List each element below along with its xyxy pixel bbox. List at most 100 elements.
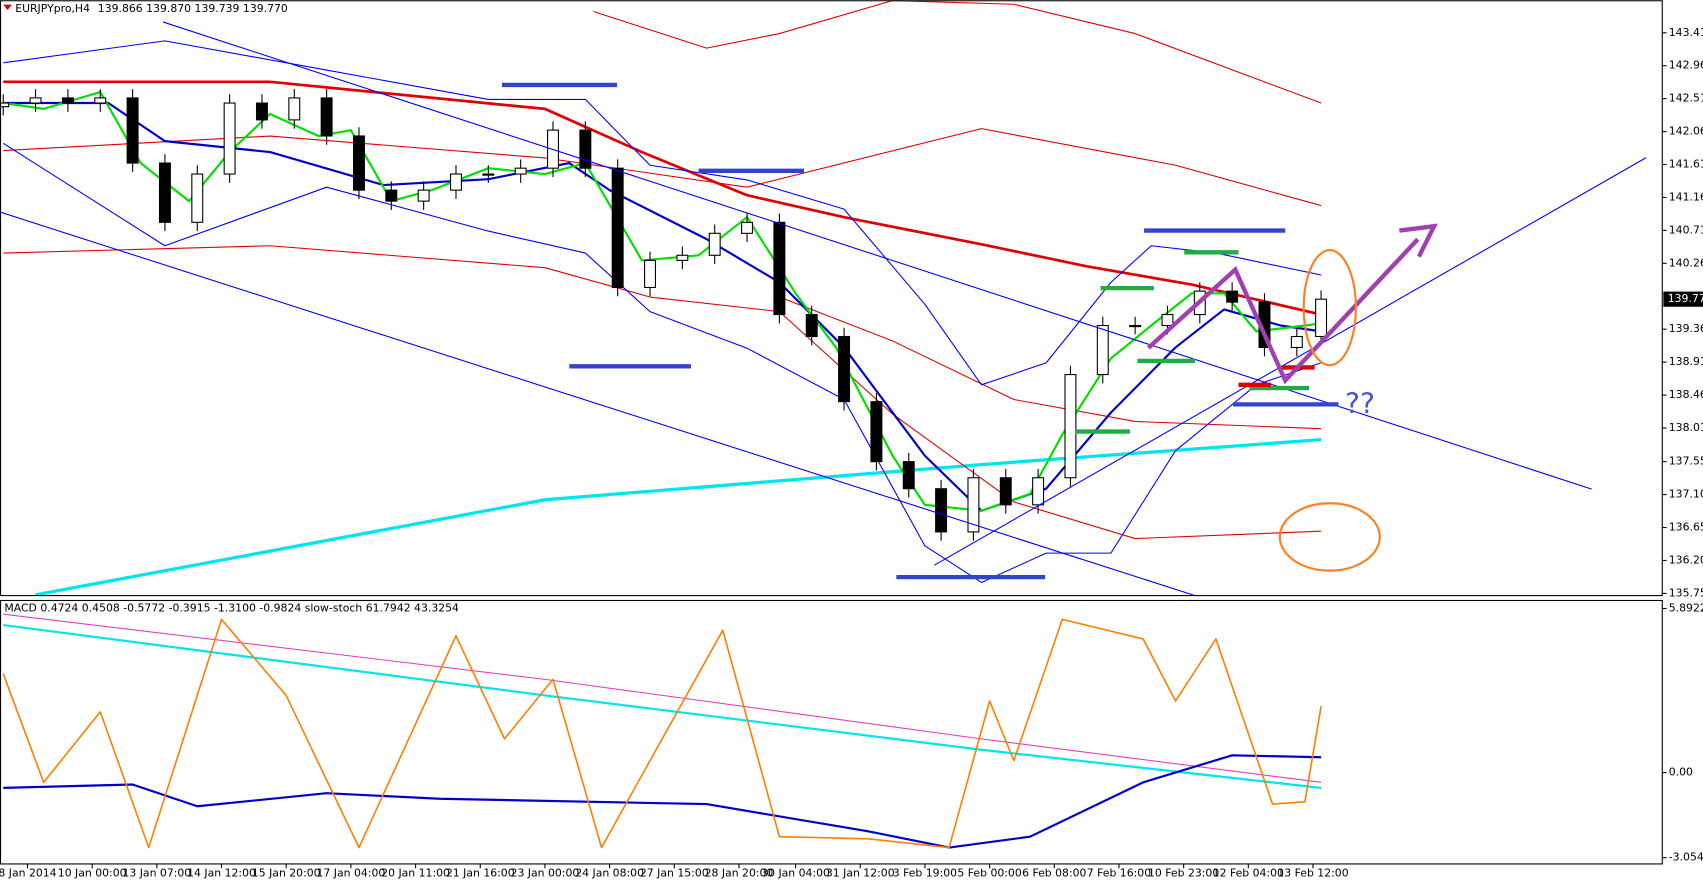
x-tick-label: 21 Jan 16:00: [446, 867, 515, 880]
x-tick-label: 24 Jan 08:00: [575, 867, 644, 880]
candle-body: [1226, 290, 1239, 303]
x-tick-label: 17 Jan 04:00: [317, 867, 386, 880]
x-tick-label: 13 Jan 07:00: [122, 867, 191, 880]
candle-body: [1032, 477, 1045, 506]
candle-body: [514, 167, 527, 175]
indicator-line: [3, 128, 1322, 207]
indicator-line: [35, 438, 1322, 596]
projection-arrow: [1146, 237, 1420, 385]
y-tick-label: 141.160: [1669, 190, 1703, 203]
y-tick-label: 143.410: [1669, 26, 1703, 39]
chart-header: EURJPYpro,H4 139.866 139.870 139.739 139…: [15, 2, 288, 15]
candle-body: [1161, 314, 1174, 327]
ohlc: 139.770: [243, 2, 288, 15]
candle-body: [902, 461, 915, 490]
x-tick-label: 5 Feb 00:00: [957, 867, 1021, 880]
x-tick-label: 30 Jan 04:00: [761, 867, 830, 880]
y-tick-label: 140.260: [1669, 256, 1703, 269]
candle-body: [708, 232, 721, 256]
highlight-ellipse: [1302, 249, 1357, 367]
indicator-line: [3, 613, 1322, 783]
trend-line: [934, 157, 1647, 566]
x-tick-label: 31 Jan 12:00: [826, 867, 895, 880]
candle-body: [288, 97, 301, 121]
level-lines: [501, 82, 1339, 580]
last-price-label: 139.770: [1668, 292, 1703, 305]
candle-body: [1290, 335, 1303, 349]
level-lines: [1075, 250, 1310, 434]
candle-body: [352, 135, 365, 191]
candle-body: [1315, 298, 1328, 338]
y-tick-label: -3.0547: [1669, 851, 1703, 864]
indicator-line: [3, 754, 1322, 849]
candle-body: [450, 173, 462, 191]
candle-body: [223, 102, 236, 175]
candle-body: [0, 102, 10, 108]
indicator-header: MACD 0.4724 0.4508 -0.5772 -0.3915 -1.31…: [4, 602, 459, 615]
trend-line: [162, 21, 1592, 490]
y-tick-label: 138.910: [1669, 355, 1703, 368]
y-tick-label: 136.200: [1669, 553, 1703, 566]
sub-frame: [0, 599, 1663, 865]
candle-body: [676, 254, 689, 261]
candle-body: [611, 167, 624, 289]
indicator-line: [3, 623, 1322, 789]
candle-body: [579, 129, 592, 169]
y-tick-label: 137.100: [1669, 488, 1703, 501]
y-tick-label: 5.8922: [1669, 602, 1703, 615]
x-tick-label: 15 Jan 20:00: [252, 867, 321, 880]
indicator-line: [779, 296, 1322, 430]
y-tick-label: 136.650: [1669, 521, 1703, 534]
ohlc: 139.739: [195, 2, 240, 15]
y-tick-label: 138.010: [1669, 421, 1703, 434]
y-tick-label: 138.460: [1669, 388, 1703, 401]
main-frame: [0, 0, 1663, 597]
candle-body: [320, 97, 333, 137]
indicator-line: [2, 618, 1322, 849]
y-tick-label: 141.610: [1669, 158, 1703, 171]
x-tick-label: 28 Jan 20:00: [705, 867, 774, 880]
ohlc: 139.866: [98, 2, 143, 15]
y-tick-label: 142.060: [1669, 125, 1703, 138]
y-tick-label: 140.710: [1669, 223, 1703, 236]
y-tick-label: 142.510: [1669, 92, 1703, 105]
x-tick-label: 23 Jan 00:00: [511, 867, 580, 880]
annotation: ??: [1345, 387, 1375, 420]
x-tick-label: 27 Jan 15:00: [640, 867, 709, 880]
candle-body: [482, 173, 495, 176]
candle-body: [935, 488, 948, 533]
arrow-head: [1399, 223, 1438, 258]
y-tick-label: 139.360: [1669, 322, 1703, 335]
highlight-ellipse: [1278, 502, 1381, 572]
x-tick-label: 8 Jan 2014: [0, 867, 57, 880]
candle-body: [805, 314, 818, 338]
ohlc: 139.870: [146, 2, 191, 15]
candle-body: [741, 221, 754, 234]
sub-plot: [2, 613, 1322, 849]
candle-body: [61, 97, 74, 104]
trend-line: [0, 211, 1196, 596]
x-tick-label: 10 Feb 23:00: [1148, 867, 1219, 880]
x-tick-label: 6 Feb 08:00: [1022, 867, 1086, 880]
candle-body: [1096, 324, 1109, 376]
candle-body: [255, 102, 268, 121]
y-tick-label: 0.00: [1669, 766, 1693, 779]
x-tick-label: 10 Jan 00:00: [58, 867, 127, 880]
indicator-line: [3, 80, 1322, 316]
candle-body: [999, 477, 1012, 506]
candle-body: [644, 259, 657, 289]
x-tick-label: 7 Feb 16:00: [1087, 867, 1151, 880]
candle-body: [773, 221, 786, 316]
y-tick-label: 142.960: [1669, 59, 1703, 72]
last-price-box: [1663, 291, 1703, 307]
y-tick-label: 135.750: [1669, 586, 1703, 599]
x-tick-label: 3 Feb 19:00: [893, 867, 957, 880]
candle-body: [191, 173, 204, 223]
candle-body: [385, 189, 398, 202]
main-plot: [0, 0, 1328, 596]
candle-body: [417, 189, 430, 202]
candle-body: [29, 97, 42, 104]
symbol: EURJPYpro,H4: [15, 2, 90, 15]
